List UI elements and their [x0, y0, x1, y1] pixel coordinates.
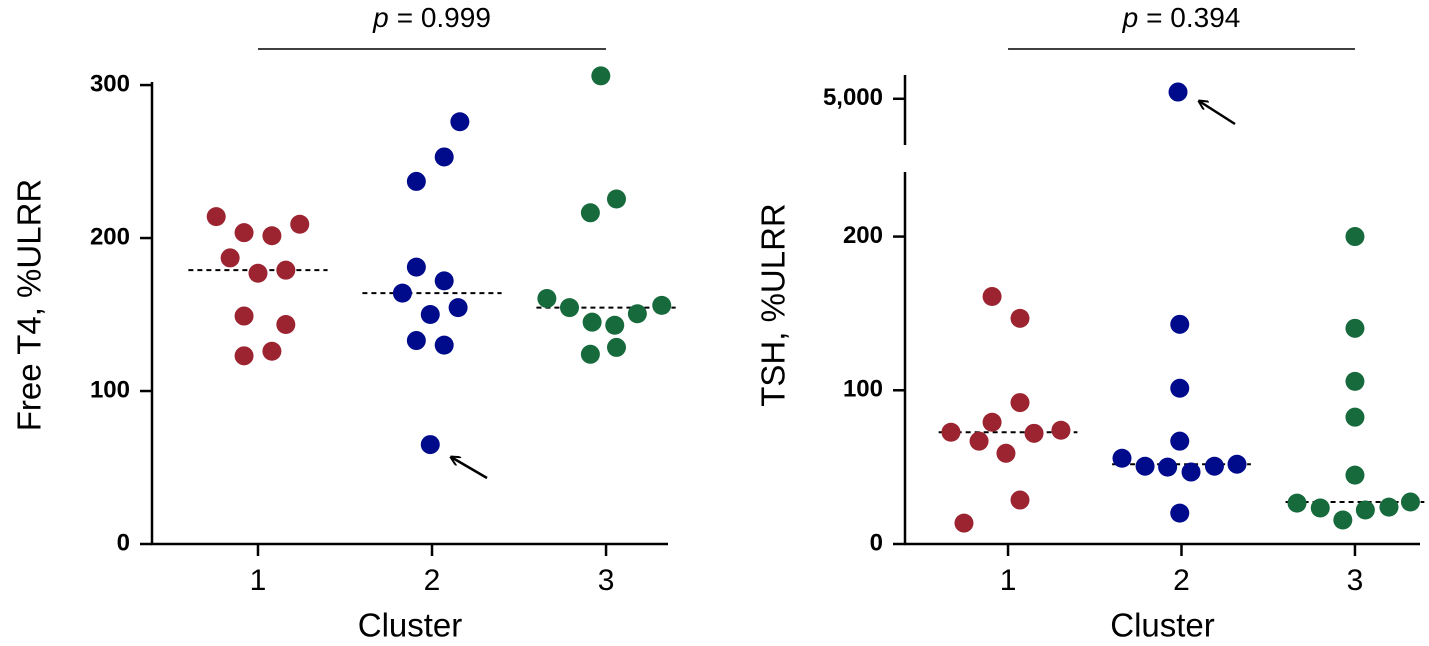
point — [276, 260, 296, 280]
point — [1345, 227, 1365, 247]
point — [1333, 510, 1353, 530]
point — [220, 248, 240, 268]
point — [954, 513, 974, 533]
point — [450, 112, 470, 132]
point — [1168, 82, 1188, 102]
point — [537, 288, 557, 308]
point — [1112, 448, 1132, 468]
point — [1010, 490, 1030, 510]
y-tick-label: 5,000 — [823, 84, 883, 111]
x-tick-label: 1 — [1000, 564, 1017, 597]
point — [406, 171, 426, 191]
point — [605, 315, 625, 335]
point — [206, 207, 226, 227]
point — [627, 304, 647, 324]
point — [1024, 423, 1044, 443]
point — [606, 337, 626, 357]
point — [1158, 457, 1178, 477]
point — [420, 435, 440, 455]
point — [941, 422, 961, 442]
arrow — [1199, 101, 1236, 126]
point — [1227, 454, 1247, 474]
point — [392, 283, 412, 303]
y-tick-label: 200 — [843, 222, 883, 249]
point — [1135, 456, 1155, 476]
point — [1170, 314, 1190, 334]
point — [434, 335, 454, 355]
point — [1010, 308, 1030, 328]
point — [448, 298, 468, 318]
p-text: = 0.394 — [1146, 2, 1240, 33]
point — [290, 214, 310, 234]
point — [434, 271, 454, 291]
x-tick-label: 1 — [250, 564, 267, 597]
point — [580, 203, 600, 223]
point — [406, 257, 426, 277]
point — [1345, 318, 1365, 338]
y-tick-label: 100 — [90, 376, 130, 403]
point — [1310, 498, 1330, 518]
point — [1345, 371, 1365, 391]
point — [1181, 462, 1201, 482]
y-tick-label: 0 — [870, 529, 883, 556]
x-axis-label: Cluster — [358, 607, 463, 644]
point — [1204, 456, 1224, 476]
point — [420, 305, 440, 325]
x-axis-label: Cluster — [1110, 607, 1215, 644]
point — [406, 331, 426, 351]
point — [434, 147, 454, 167]
point — [982, 287, 1002, 307]
point — [1379, 497, 1399, 517]
point — [582, 312, 602, 332]
point — [591, 66, 611, 86]
point — [580, 344, 600, 364]
point — [234, 223, 254, 243]
point — [1400, 492, 1420, 512]
y-tick-label: 200 — [90, 223, 130, 250]
point — [1170, 431, 1190, 451]
arrow — [451, 457, 488, 480]
point — [276, 314, 296, 334]
point — [1345, 407, 1365, 427]
point — [1170, 503, 1190, 523]
x-tick-label: 2 — [424, 564, 441, 597]
point — [262, 341, 282, 361]
point — [1170, 378, 1190, 398]
p-value: p = 0.999 — [372, 2, 491, 33]
point — [606, 189, 626, 209]
y-tick-label: 300 — [90, 70, 130, 97]
x-tick-label: 3 — [1347, 564, 1364, 597]
point — [248, 263, 268, 283]
point — [1345, 465, 1365, 485]
point — [982, 412, 1002, 432]
point — [234, 346, 254, 366]
point — [969, 431, 989, 451]
point — [1287, 493, 1307, 513]
p-value: p = 0.394 — [1122, 2, 1241, 33]
point — [262, 226, 282, 246]
p-text: = 0.999 — [397, 2, 491, 33]
point — [1355, 500, 1375, 520]
point — [1010, 393, 1030, 413]
point — [996, 443, 1016, 463]
p-symbol: p — [372, 2, 389, 33]
x-tick-label: 3 — [598, 564, 615, 597]
y-axis-label: Free T4, %ULRR — [11, 179, 48, 431]
point — [652, 295, 672, 315]
point — [234, 306, 254, 326]
x-tick-label: 2 — [1173, 564, 1190, 597]
y-tick-label: 0 — [117, 529, 130, 556]
y-tick-label: 100 — [843, 376, 883, 403]
p-symbol: p — [1122, 2, 1139, 33]
point — [559, 298, 579, 318]
y-axis-label: TSH, %ULRR — [755, 203, 792, 407]
point — [1051, 420, 1071, 440]
